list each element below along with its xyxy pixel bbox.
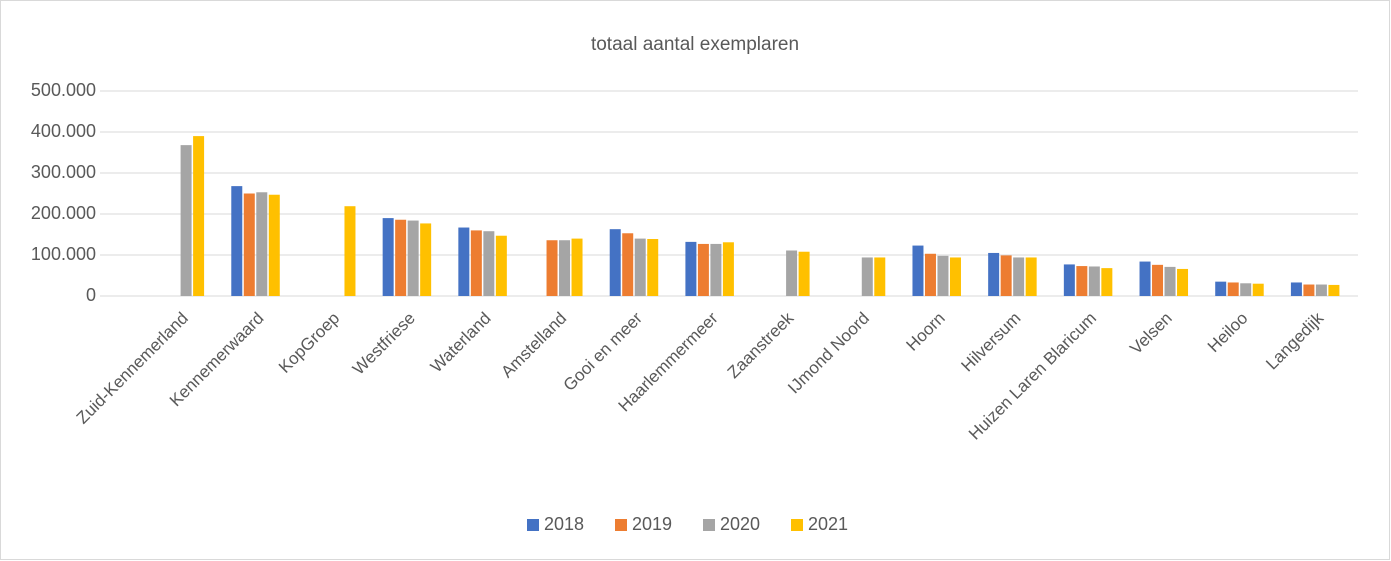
legend-label: 2021: [808, 514, 848, 534]
bar: [344, 206, 356, 296]
legend-label: 2019: [632, 514, 672, 534]
bar: [180, 145, 192, 296]
bar: [622, 233, 634, 296]
bar: [786, 250, 798, 296]
bar: [1088, 266, 1100, 296]
bar: [1025, 257, 1037, 296]
bar: [1076, 266, 1088, 296]
y-tick-label: 500.000: [31, 80, 96, 100]
bar: [1152, 264, 1164, 296]
bar: [1063, 264, 1075, 296]
bar: [1139, 261, 1151, 296]
bar: [874, 257, 886, 296]
bar: [1177, 268, 1189, 296]
bar: [1164, 266, 1176, 296]
bar: [1290, 282, 1302, 296]
bar: [470, 230, 482, 296]
bar: [647, 239, 659, 296]
bar: [634, 238, 646, 296]
bar: [1227, 282, 1239, 296]
y-tick-label: 200.000: [31, 203, 96, 223]
bar: [937, 255, 949, 296]
legend-swatch: [703, 519, 715, 531]
bar: [559, 240, 571, 296]
legend-label: 2018: [544, 514, 584, 534]
bar: [1303, 284, 1315, 296]
y-tick-label: 400.000: [31, 121, 96, 141]
bar: [382, 218, 394, 296]
bar: [231, 186, 243, 296]
bar: [912, 245, 924, 296]
bar: [988, 252, 1000, 296]
bar: [1000, 255, 1012, 296]
y-tick-label: 300.000: [31, 162, 96, 182]
bar: [395, 219, 407, 296]
legend-swatch: [615, 519, 627, 531]
bar: [420, 223, 432, 296]
legend-swatch: [527, 519, 539, 531]
bar: [722, 242, 734, 296]
y-tick-label: 0: [86, 285, 96, 305]
bar: [924, 253, 936, 296]
bar: [1240, 283, 1252, 296]
y-tick-label: 100.000: [31, 244, 96, 264]
bar: [458, 227, 470, 296]
bar: [1013, 257, 1025, 296]
bar: [407, 220, 419, 296]
bar: [710, 243, 722, 296]
bar: [685, 241, 697, 296]
bar: [193, 136, 205, 296]
bar: [1328, 284, 1340, 296]
bar: [243, 193, 255, 296]
bar: [495, 235, 507, 296]
chart-title: totaal aantal exemplaren: [591, 34, 799, 55]
bar: [1215, 281, 1227, 296]
bar: [1315, 284, 1327, 296]
bar: [571, 238, 583, 296]
bar: [268, 194, 280, 296]
bar: [1101, 268, 1113, 296]
bar: [697, 243, 709, 296]
bar: [861, 257, 873, 296]
bar: [256, 192, 268, 296]
bar: [546, 240, 558, 296]
bar: [609, 229, 621, 296]
legend-swatch: [791, 519, 803, 531]
bar: [483, 231, 495, 296]
legend-label: 2020: [720, 514, 760, 534]
bar: [1252, 283, 1264, 296]
bar: [798, 251, 810, 296]
bar: [949, 257, 961, 296]
